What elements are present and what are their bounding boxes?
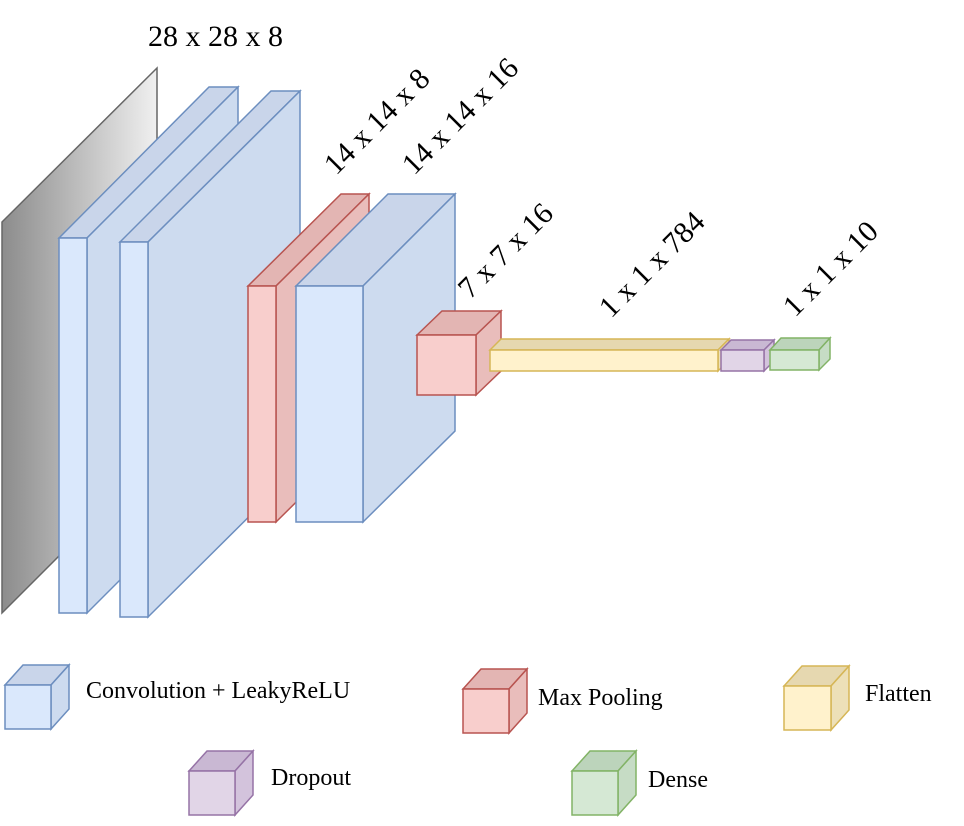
legend-dropout-swatch bbox=[187, 749, 255, 817]
dropout-layer bbox=[719, 338, 776, 373]
maxpool-layer-2 bbox=[415, 309, 503, 397]
conv-layer-3 bbox=[294, 192, 457, 524]
dense-layer bbox=[768, 336, 832, 372]
input-dims-label: 28 x 28 x 8 bbox=[148, 20, 283, 53]
flatten-dims-label: 1 x 1 x 784 bbox=[593, 205, 712, 324]
legend-dense-label: Dense bbox=[648, 767, 708, 793]
legend-flatten-label: Flatten bbox=[865, 681, 932, 707]
legend-maxpool-label: Max Pooling bbox=[538, 685, 663, 711]
dense-dims-label: 1 x 1 x 10 bbox=[777, 215, 885, 323]
flatten-layer bbox=[488, 337, 731, 373]
legend-maxpool-swatch bbox=[461, 667, 529, 735]
legend-dense-swatch bbox=[570, 749, 638, 817]
legend-dropout-label: Dropout bbox=[271, 765, 351, 791]
legend: Convolution + LeakyReLU Max Pooling Flat… bbox=[3, 663, 932, 817]
legend-flatten-swatch bbox=[782, 664, 851, 732]
pool-dims-label: 7 x 7 x 16 bbox=[452, 197, 560, 305]
legend-conv-swatch bbox=[3, 663, 71, 731]
legend-conv-label: Convolution + LeakyReLU bbox=[86, 678, 350, 704]
